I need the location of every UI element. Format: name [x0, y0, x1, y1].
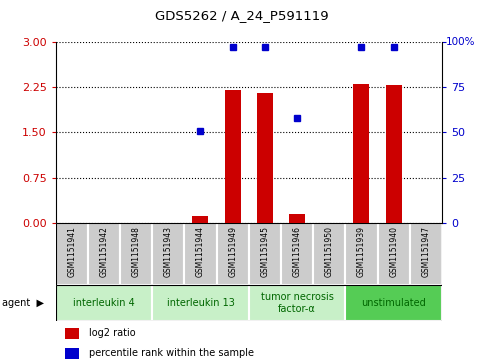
Text: GSM1151943: GSM1151943	[164, 227, 173, 277]
Text: log2 ratio: log2 ratio	[89, 329, 136, 338]
Bar	[249, 285, 345, 321]
Bar	[289, 214, 305, 223]
Bar	[152, 223, 185, 285]
Bar	[216, 223, 249, 285]
Text: percentile rank within the sample: percentile rank within the sample	[89, 348, 255, 358]
Bar	[345, 285, 442, 321]
Text: GSM1151947: GSM1151947	[421, 227, 430, 277]
Bar	[249, 223, 281, 285]
Text: interleukin 13: interleukin 13	[167, 298, 234, 308]
Bar	[354, 84, 369, 223]
Bar	[152, 285, 249, 321]
Text: GSM1151942: GSM1151942	[99, 227, 108, 277]
Bar	[56, 223, 88, 285]
Bar	[65, 348, 79, 359]
Bar	[88, 223, 120, 285]
Bar	[410, 223, 442, 285]
Text: GSM1151946: GSM1151946	[293, 227, 301, 277]
Text: GSM1151940: GSM1151940	[389, 227, 398, 277]
Text: GDS5262 / A_24_P591119: GDS5262 / A_24_P591119	[155, 9, 328, 22]
Bar	[185, 223, 216, 285]
Text: GSM1151948: GSM1151948	[131, 227, 141, 277]
Bar	[56, 285, 152, 321]
Text: interleukin 4: interleukin 4	[73, 298, 135, 308]
Bar	[120, 223, 152, 285]
Text: 100%: 100%	[446, 37, 475, 47]
Bar	[65, 328, 79, 339]
Text: unstimulated: unstimulated	[361, 298, 426, 308]
Bar	[313, 223, 345, 285]
Bar	[345, 223, 378, 285]
Text: agent  ▶: agent ▶	[2, 298, 44, 308]
Text: GSM1151945: GSM1151945	[260, 227, 270, 277]
Text: GSM1151939: GSM1151939	[357, 227, 366, 277]
Text: GSM1151944: GSM1151944	[196, 227, 205, 277]
Bar	[385, 85, 402, 223]
Bar	[257, 93, 273, 223]
Bar	[281, 223, 313, 285]
Text: GSM1151941: GSM1151941	[67, 227, 76, 277]
Bar	[192, 216, 209, 223]
Bar	[225, 90, 241, 223]
Text: GSM1151950: GSM1151950	[325, 227, 334, 277]
Text: tumor necrosis
factor-α: tumor necrosis factor-α	[261, 292, 333, 314]
Bar	[378, 223, 410, 285]
Text: GSM1151949: GSM1151949	[228, 227, 237, 277]
